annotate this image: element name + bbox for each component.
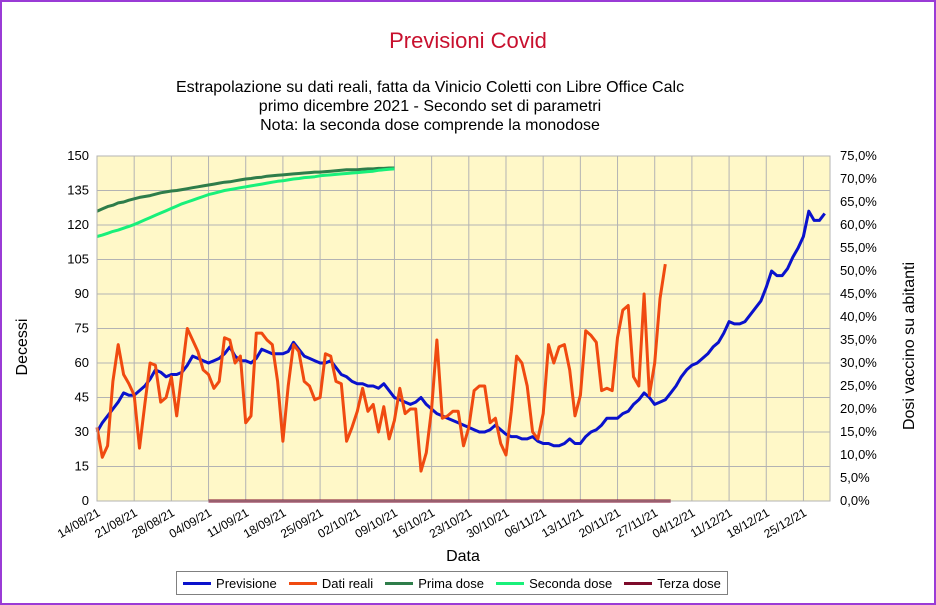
legend-item-seconda-dose: Seconda dose	[496, 576, 612, 591]
x-tick-label: 30/10/21	[464, 505, 512, 541]
x-tick-label: 04/12/21	[650, 505, 698, 541]
y-tick-label: 120	[67, 217, 89, 232]
legend-swatch	[624, 581, 653, 585]
y2-tick-label: 15,0%	[840, 424, 877, 439]
y2-tick-label: 20,0%	[840, 401, 877, 416]
y-tick-label: 150	[67, 148, 89, 163]
y2-tick-label: 55,0%	[840, 240, 877, 255]
y-tick-label: 60	[75, 355, 89, 370]
y-tick-label: 45	[75, 390, 89, 405]
legend-item-previsione: Previsione	[183, 576, 277, 591]
chart-subtitle-line-2: primo dicembre 2021 - Secondo set di par…	[258, 98, 602, 115]
legend-swatch	[385, 581, 414, 585]
legend-item-prima-dose: Prima dose	[385, 576, 484, 591]
y2-tick-label: 25,0%	[840, 378, 877, 393]
x-tick-label: 25/12/21	[761, 505, 809, 541]
y2-tick-label: 10,0%	[840, 447, 877, 462]
legend-swatch	[183, 581, 212, 585]
legend-label: Terza dose	[657, 575, 721, 591]
y-tick-label: 30	[75, 424, 89, 439]
y-axis-label: Decessi	[14, 319, 31, 376]
y-tick-label: 105	[67, 252, 89, 267]
x-axis-label: Data	[446, 548, 480, 565]
y2-tick-label: 70,0%	[840, 171, 877, 186]
legend-label: Prima dose	[418, 575, 484, 591]
legend-label: Dati reali	[321, 575, 374, 591]
y-tick-label: 90	[75, 286, 89, 301]
plot-border	[96, 155, 831, 502]
legend-item-terza-dose: Terza dose	[624, 576, 721, 591]
y2-tick-label: 65,0%	[840, 194, 877, 209]
y-tick-label: 15	[75, 459, 89, 474]
y2-tick-label: 30,0%	[840, 355, 877, 370]
y2-tick-label: 50,0%	[840, 263, 877, 278]
legend-label: Seconda dose	[529, 575, 613, 591]
y2-tick-label: 5,0%	[840, 470, 870, 485]
legend-swatch	[496, 581, 525, 585]
x-tick-label: 13/11/21	[539, 505, 586, 540]
legend-item-dati-reali: Dati reali	[288, 575, 374, 591]
y2-tick-label: 0,0%	[840, 493, 870, 508]
y2-tick-label: 40,0%	[840, 309, 877, 324]
y2-tick-label: 35,0%	[840, 332, 877, 347]
chart-subtitle-line-3: Nota: la seconda dose comprende la monod…	[260, 117, 600, 134]
y2-axis-label: Dosi vaccino su abitanti	[901, 262, 918, 430]
legend: Previsione Dati reali Prima dose Seconda…	[176, 571, 728, 595]
x-tick-label: 20/11/21	[576, 505, 623, 540]
series-line-seconda-dose	[96, 167, 395, 238]
legend-swatch	[288, 581, 317, 585]
y-tick-label: 0	[82, 493, 89, 508]
chart-title: Previsioni Covid	[389, 28, 547, 53]
x-tick-label: 06/11/21	[502, 505, 549, 540]
y-tick-label: 75	[75, 321, 89, 336]
y2-tick-label: 45,0%	[840, 286, 877, 301]
series-line-dati-reali	[95, 263, 667, 473]
y2-tick-label: 75,0%	[840, 148, 877, 163]
chart-subtitle-line-1: Estrapolazione su dati reali, fatta da V…	[175, 79, 685, 96]
legend-label: Previsione	[216, 575, 277, 591]
series-line-prima-dose	[96, 166, 395, 213]
x-tick-label: 04/09/21	[167, 505, 215, 541]
y2-tick-label: 60,0%	[840, 217, 877, 232]
y-tick-label: 135	[67, 183, 89, 198]
